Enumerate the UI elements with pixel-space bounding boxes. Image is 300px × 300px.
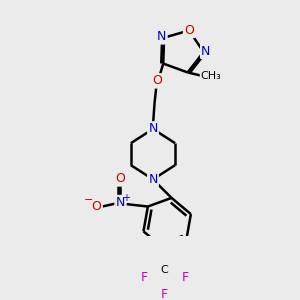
Text: O: O [152, 74, 162, 87]
Text: O: O [115, 172, 125, 185]
Text: O: O [184, 24, 194, 37]
Text: F: F [140, 271, 147, 284]
Text: N: N [148, 173, 158, 186]
Text: CH₃: CH₃ [201, 71, 222, 81]
Text: N: N [148, 122, 158, 136]
Text: F: F [181, 271, 188, 284]
Text: −: − [84, 195, 93, 205]
Text: +: + [122, 193, 130, 203]
Text: F: F [161, 288, 168, 300]
Text: C: C [160, 265, 168, 275]
Text: N: N [157, 30, 167, 43]
Text: N: N [201, 45, 211, 58]
Text: O: O [92, 200, 102, 213]
Text: N: N [116, 196, 125, 209]
